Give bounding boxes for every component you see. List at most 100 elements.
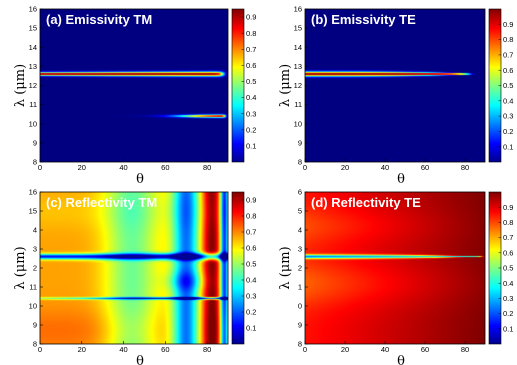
x-tick-label: 60: [161, 163, 169, 172]
colorbar-tick-label: 0.7: [503, 233, 513, 242]
y-tick-label: 9: [298, 321, 302, 330]
colorbar-tick-label: 0.2: [246, 125, 256, 134]
y-tick-label: 9: [33, 321, 37, 330]
colorbar-tick-label: 0.3: [503, 112, 513, 121]
x-tick-label: 60: [421, 163, 429, 172]
colorbar-tick-label: 0.1: [503, 324, 513, 333]
y-tick-label: 10: [29, 302, 37, 311]
x-tick-label: 60: [421, 345, 429, 354]
colorbar-tick-label: 0.8: [246, 29, 256, 38]
panel-title: (d) Reflectivity TE: [311, 195, 421, 210]
y-tick-label: 2: [33, 264, 37, 273]
colorbar-tick-label: 0.1: [246, 324, 256, 333]
colorbar-tick-label: 0.5: [503, 81, 513, 90]
y-tick-label: 4: [33, 226, 37, 235]
colorbar-tick-label: 0.4: [503, 96, 513, 105]
colorbar-tick-label: 0.3: [503, 294, 513, 303]
y-tick-label: 11: [29, 283, 37, 292]
y-tick-label: 11: [294, 100, 302, 109]
colorbar-tick-label: 0.7: [503, 51, 513, 60]
y-tick-label: 8: [298, 158, 302, 167]
x-tick-label: 40: [381, 163, 389, 172]
colorbar-tick-label: 0.7: [246, 45, 256, 54]
x-tick-label: 0: [38, 163, 42, 172]
colorbar-tick-label: 0.6: [246, 244, 256, 253]
y-tick-label: 14: [294, 43, 302, 52]
y-tick-label: 2: [298, 264, 302, 273]
heatmap-panel-4: 0 20 40 60 80 8 9 0 1 2 3 4 5 6 θ λ (μm) (d) Reflectivit…: [278, 188, 513, 365]
x-tick-label: 40: [381, 345, 389, 354]
y-tick-label: 13: [294, 62, 302, 71]
y-tick-label: 8: [33, 340, 37, 349]
y-tick-label: 15: [294, 24, 302, 33]
y-tick-label: 5: [298, 207, 302, 216]
y-tick-label: 16: [294, 5, 302, 14]
y-tick-label: 15: [29, 24, 37, 33]
y-tick-label: 0: [298, 302, 302, 311]
panel-title: (c) Reflectivity TM: [46, 195, 157, 210]
colorbar-tick-label: 0.4: [246, 93, 256, 102]
x-axis-label: θ: [397, 172, 405, 187]
colorbar-tick-label: 0.9: [503, 20, 513, 29]
colorbar-tick-label: 0.2: [503, 127, 513, 136]
heatmap-panel-3: 0 20 40 60 80 8 9 10 11 2 3 4 15 16 θ λ (μm) (c) Reflect…: [13, 188, 256, 365]
y-tick-label: 6: [298, 188, 302, 197]
colorbar-tick-label: 0.7: [246, 228, 256, 237]
y-tick-label: 3: [298, 245, 302, 254]
colorbar-tick-label: 0.4: [503, 279, 513, 288]
colorbar: 0.1 0.2 0.3 0.4 0.5 0.6 0.7 0.8 0.9: [488, 191, 513, 345]
colorbar-tick-label: 0.8: [503, 35, 513, 44]
colorbar-tick-label: 0.2: [246, 308, 256, 317]
colorbar-tick-label: 0.8: [503, 218, 513, 227]
heatmap-image: [305, 9, 485, 162]
heatmap-panel-1: 0 20 40 60 80 8 9 10 11 12 13 14 15 16 θ λ (μm) (a) Emis…: [13, 5, 256, 187]
panel-title: (b) Emissivity TE: [311, 12, 416, 27]
colorbar-tick-label: 0.2: [503, 309, 513, 318]
y-tick-label: 13: [29, 62, 37, 71]
y-tick-label: 12: [294, 81, 302, 90]
colorbar-tick-label: 0.1: [503, 142, 513, 151]
heatmap-image: [40, 9, 228, 162]
colorbar-tick-label: 0.5: [246, 260, 256, 269]
colorbar-tick-label: 0.6: [246, 61, 256, 70]
y-tick-label: 3: [33, 245, 37, 254]
x-axis-label: θ: [397, 354, 405, 365]
x-tick-label: 0: [38, 345, 42, 354]
y-axis-label: λ (μm): [13, 246, 28, 289]
y-tick-label: 15: [29, 207, 37, 216]
heatmap-image: [40, 192, 228, 344]
x-tick-label: 80: [461, 345, 469, 354]
y-tick-label: 9: [33, 138, 37, 147]
panel-title: (a) Emissivity TM: [46, 12, 152, 27]
colorbar-tick-label: 0.9: [503, 203, 513, 212]
colorbar-tick-label: 0.6: [503, 66, 513, 75]
y-tick-label: 8: [33, 158, 37, 167]
y-axis-label: λ (μm): [13, 64, 28, 107]
y-tick-label: 8: [298, 340, 302, 349]
y-tick-label: 4: [298, 226, 302, 235]
y-tick-label: 14: [29, 43, 37, 52]
y-tick-label: 16: [29, 188, 37, 197]
colorbar-tick-label: 0.1: [246, 141, 256, 150]
y-axis-label: λ (μm): [278, 64, 293, 107]
y-tick-label: 1: [298, 283, 302, 292]
x-tick-label: 80: [203, 345, 211, 354]
x-tick-label: 20: [341, 163, 349, 172]
y-axis-label: λ (μm): [278, 246, 293, 289]
heatmap-panel-2: 0 20 40 60 80 8 9 10 11 12 13 14 15 16 θ λ (μm) (b) Emis…: [278, 5, 513, 187]
x-tick-label: 80: [461, 163, 469, 172]
x-tick-label: 0: [303, 163, 307, 172]
x-tick-label: 20: [78, 163, 86, 172]
x-tick-label: 20: [78, 345, 86, 354]
x-tick-label: 20: [341, 345, 349, 354]
colorbar-tick-label: 0.3: [246, 109, 256, 118]
x-axis-label: θ: [136, 354, 144, 365]
y-tick-label: 16: [29, 5, 37, 14]
y-tick-label: 12: [29, 81, 37, 90]
x-tick-label: 0: [303, 345, 307, 354]
colorbar-tick-label: 0.5: [246, 77, 256, 86]
colorbar-tick-label: 0.8: [246, 212, 256, 221]
colorbar-tick-label: 0.9: [246, 13, 256, 22]
x-tick-label: 60: [161, 345, 169, 354]
